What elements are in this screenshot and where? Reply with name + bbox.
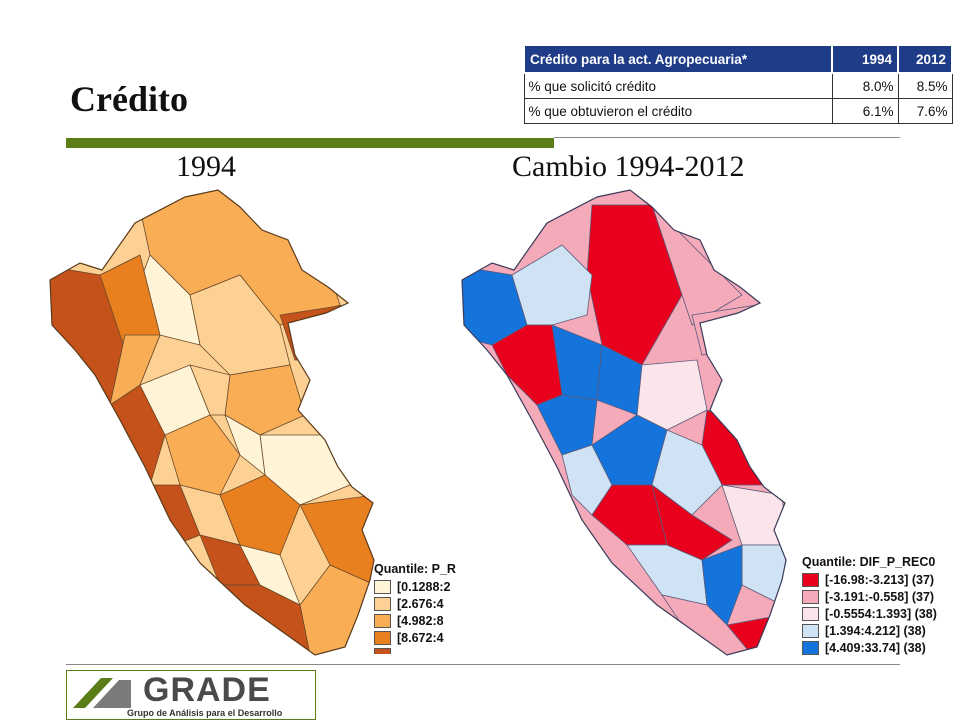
legend-1994: Quantile: P_R [0.1288:2 [2.676:4 [4.982:… [374, 562, 458, 654]
title-underline [66, 138, 554, 148]
table-header-cell: 1994 [831, 44, 899, 74]
legend-swatch [802, 589, 819, 604]
legend-item [374, 646, 458, 654]
legend-label: [1.394:4.212] (38) [825, 623, 926, 638]
logo-mark-icon [73, 678, 131, 708]
divider [554, 137, 900, 138]
legend-swatch [802, 606, 819, 621]
legend-label: [-16.98:-3.213] (37) [825, 572, 935, 587]
legend-label: [-0.5554:1.393] (38) [825, 606, 937, 621]
legend-label: [4.409:33.74] (38) [825, 640, 926, 655]
legend-swatch [374, 630, 391, 645]
table-header-cell: Crédito para la act. Agropecuaria* [523, 44, 833, 74]
legend-title: Quantile: DIF_P_REC0 [802, 555, 936, 569]
table-cell: % que solicitó crédito [523, 72, 833, 99]
table-row: % que solicitó crédito 8.0% 8.5% [523, 72, 953, 99]
legend-item: [4.409:33.74] (38) [802, 639, 960, 656]
logo-subtitle: Grupo de Análisis para el Desarrollo [127, 708, 283, 718]
table-cell: 7.6% [897, 98, 953, 124]
legend-label: [0.1288:2 [397, 579, 451, 594]
legend-item: [1.394:4.212] (38) [802, 622, 960, 639]
map-title-1994: 1994 [176, 150, 236, 183]
legend-label: [-3.191:-0.558] (37) [825, 589, 935, 604]
table-cell: 8.0% [831, 72, 899, 99]
legend-item: [0.1288:2 [374, 578, 458, 595]
legend-swatch [802, 623, 819, 638]
legend-label: [4.982:8 [397, 613, 444, 628]
legend-item: [-0.5554:1.393] (38) [802, 605, 960, 622]
map-title-change: Cambio 1994-2012 [512, 150, 745, 183]
legend-swatch [374, 613, 391, 628]
peru-map-1994 [49, 189, 375, 656]
page-title: Crédito [70, 79, 188, 119]
legend-item: [-16.98:-3.213] (37) [802, 571, 960, 588]
legend-change: Quantile: DIF_P_REC0 [-16.98:-3.213] (37… [802, 555, 960, 656]
legend-title: Quantile: P_R [374, 562, 456, 576]
legend-item: [4.982:8 [374, 612, 458, 629]
table-row: % que obtuvieron el crédito 6.1% 7.6% [523, 98, 953, 124]
legend-swatch [374, 596, 391, 611]
legend-swatch [374, 647, 391, 654]
legend-item: [2.676:4 [374, 595, 458, 612]
legend-item: [8.672:4 [374, 629, 458, 646]
table-cell: 8.5% [897, 72, 953, 99]
logo-wordmark: GRADE [143, 671, 271, 709]
legend-swatch [374, 579, 391, 594]
legend-label: [2.676:4 [397, 596, 444, 611]
legend-swatch [802, 640, 819, 655]
legend-label: [8.672:4 [397, 630, 444, 645]
table-cell: % que obtuvieron el crédito [523, 98, 833, 124]
table-cell: 6.1% [831, 98, 899, 124]
table-header-row: Crédito para la act. Agropecuaria* 1994 … [523, 44, 953, 74]
footer-divider [66, 664, 900, 665]
peru-map-change [461, 189, 787, 656]
credit-table: Crédito para la act. Agropecuaria* 1994 … [523, 44, 953, 124]
legend-swatch [802, 572, 819, 587]
legend-item: [-3.191:-0.558] (37) [802, 588, 960, 605]
table-header-cell: 2012 [897, 44, 953, 74]
grade-logo: GRADE Grupo de Análisis para el Desarrol… [66, 670, 316, 720]
